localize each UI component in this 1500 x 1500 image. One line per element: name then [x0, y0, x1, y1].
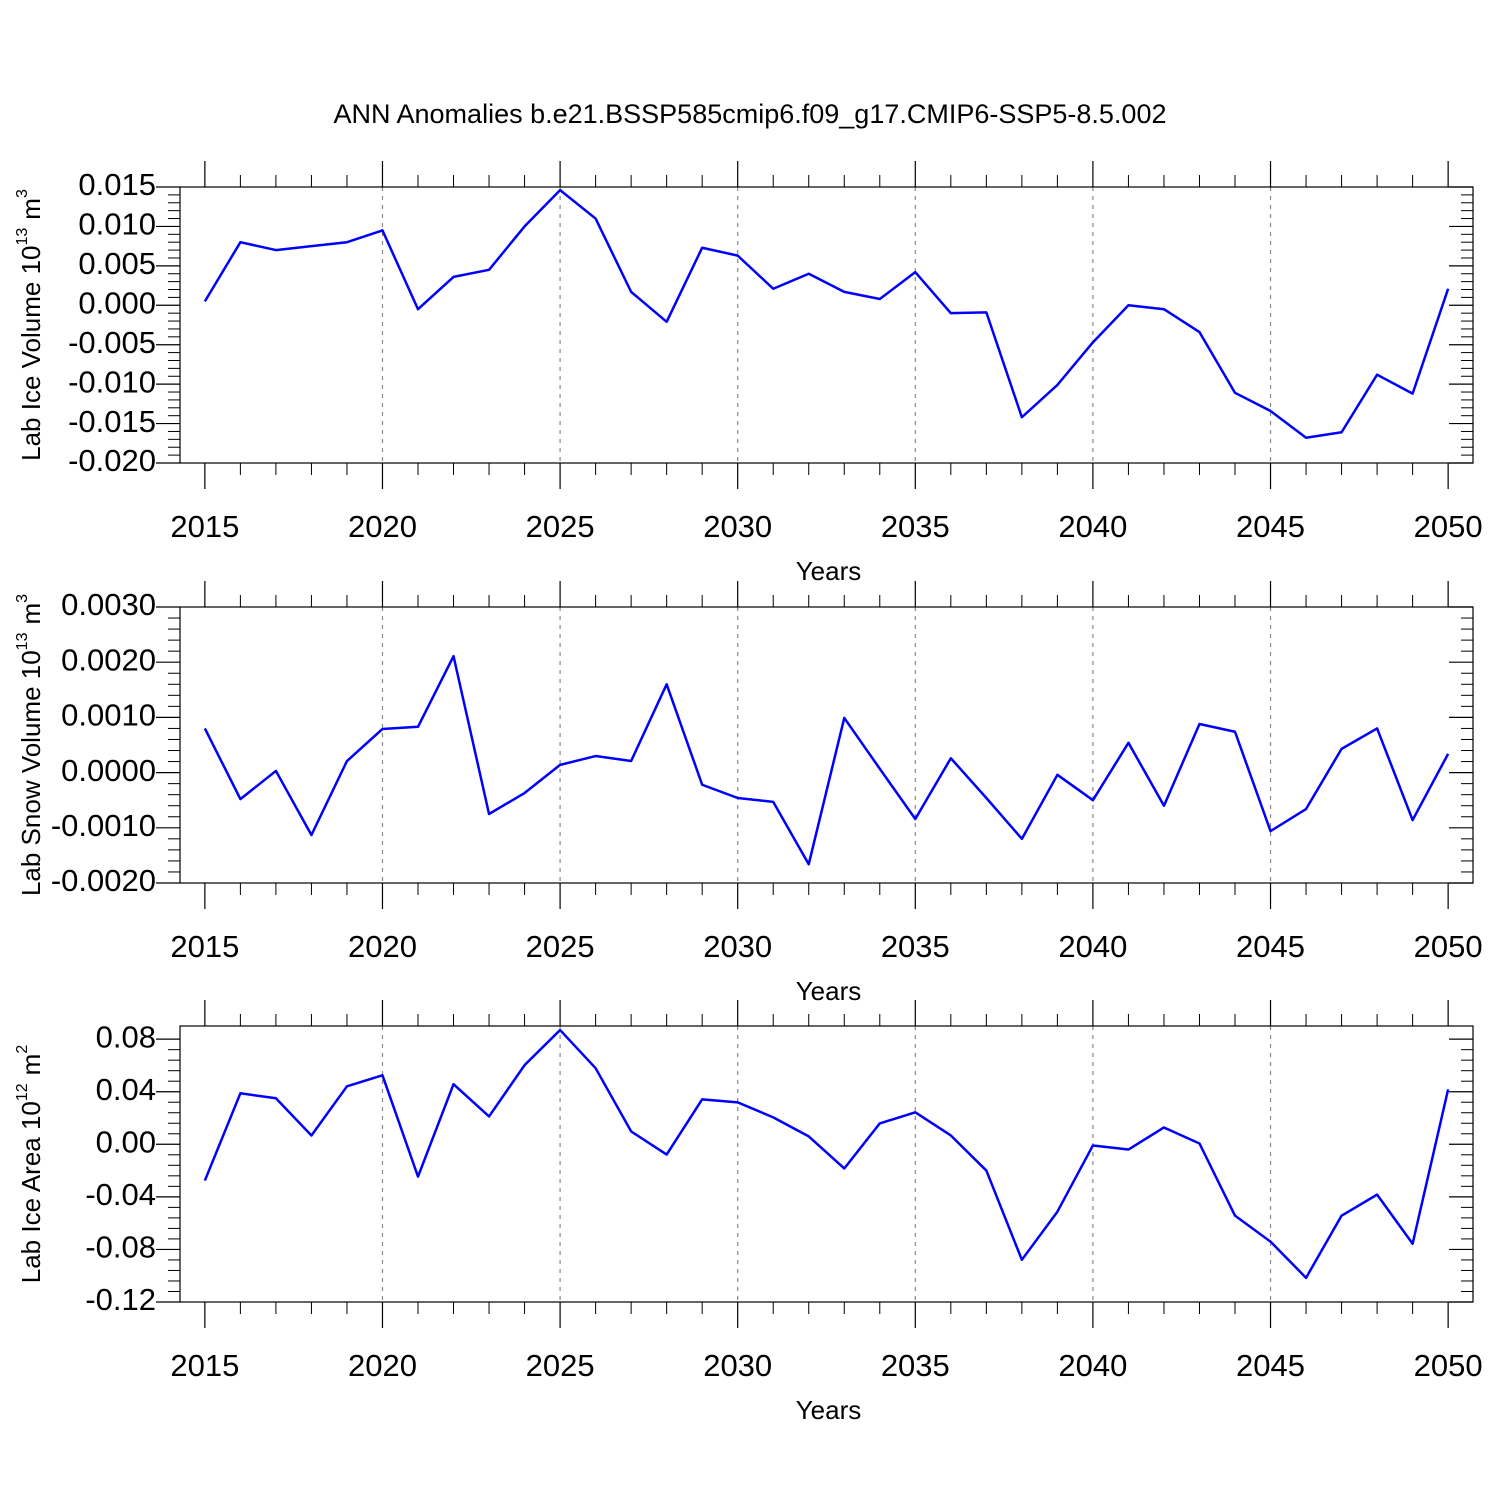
y-tick-label: -0.12 — [85, 1282, 156, 1317]
y-axis-label: Lab Ice Volume 1013 m3 — [14, 189, 46, 461]
x-axis-label: Years — [796, 976, 862, 1006]
x-tick-label: 2040 — [1058, 929, 1127, 964]
y-axis-label-part: 3 — [14, 594, 31, 603]
x-tick-label: 2040 — [1058, 509, 1127, 544]
y-tick-label: 0.000 — [78, 285, 156, 320]
x-tick-label: 2040 — [1058, 1348, 1127, 1383]
figure-title: ANN Anomalies b.e21.BSSP585cmip6.f09_g17… — [334, 99, 1167, 129]
x-tick-label: 2035 — [881, 509, 950, 544]
x-axis-label: Years — [796, 556, 862, 586]
y-tick-label: 0.00 — [96, 1124, 156, 1159]
x-tick-label: 2015 — [170, 509, 239, 544]
y-tick-label: 0.015 — [78, 167, 156, 202]
y-tick-label: 0.08 — [96, 1019, 156, 1054]
y-tick-label: -0.08 — [85, 1230, 156, 1265]
y-axis-label-part: Lab Ice Area 10 — [16, 1101, 46, 1283]
x-tick-label: 2025 — [526, 509, 595, 544]
y-tick-label: -0.015 — [68, 404, 156, 439]
y-tick-label: 0.04 — [96, 1072, 156, 1107]
plot-frame — [179, 186, 1474, 464]
y-axis-label: Lab Ice Area 1012 m2 — [14, 1045, 46, 1284]
y-axis-label-part: Lab Snow Volume 10 — [16, 650, 46, 896]
x-tick-label: 2035 — [881, 929, 950, 964]
y-axis-label-part: 2 — [14, 1045, 31, 1054]
x-tick-label: 2020 — [348, 929, 417, 964]
x-tick-label: 2025 — [526, 1348, 595, 1383]
data-line — [203, 188, 1450, 440]
plot-frame — [179, 606, 1474, 884]
x-tick-label: 2045 — [1236, 509, 1305, 544]
y-axis-label-part: 13 — [14, 228, 31, 246]
y-tick-label: -0.04 — [85, 1177, 156, 1212]
y-axis-label-part: m — [16, 1054, 46, 1076]
data-line — [203, 654, 1450, 866]
x-tick-label: 2045 — [1236, 929, 1305, 964]
x-axis-label: Years — [796, 1395, 862, 1425]
y-axis-label-part: m — [16, 603, 46, 625]
y-axis-label: Lab Snow Volume 1013 m3 — [14, 594, 46, 896]
x-tick-label: 2050 — [1414, 509, 1483, 544]
data-line — [203, 1028, 1450, 1280]
y-tick-label: 0.0010 — [61, 698, 156, 733]
x-tick-label: 2050 — [1414, 929, 1483, 964]
y-tick-label: -0.010 — [68, 364, 156, 399]
y-tick-label: 0.010 — [78, 207, 156, 242]
y-tick-label: -0.020 — [68, 443, 156, 478]
x-tick-label: 2030 — [703, 509, 772, 544]
x-tick-label: 2035 — [881, 1348, 950, 1383]
y-tick-label: 0.005 — [78, 246, 156, 281]
x-tick-label: 2015 — [170, 1348, 239, 1383]
x-tick-label: 2025 — [526, 929, 595, 964]
y-tick-label: 0.0020 — [61, 642, 156, 677]
y-tick-label: -0.005 — [68, 325, 156, 360]
y-axis-label-part: 13 — [14, 632, 31, 650]
y-axis-label-part: 12 — [14, 1083, 31, 1101]
y-axis-label-part: Lab Ice Volume 10 — [16, 245, 46, 460]
x-tick-label: 2030 — [703, 929, 772, 964]
x-tick-label: 2020 — [348, 509, 417, 544]
y-axis-label-part: 3 — [14, 189, 31, 198]
x-tick-label: 2050 — [1414, 1348, 1483, 1383]
y-tick-label: -0.0020 — [51, 863, 156, 898]
plot-frame — [179, 1025, 1474, 1303]
y-tick-label: 0.0000 — [61, 753, 156, 788]
y-tick-label: -0.0010 — [51, 808, 156, 843]
x-tick-label: 2015 — [170, 929, 239, 964]
x-tick-label: 2030 — [703, 1348, 772, 1383]
x-tick-label: 2020 — [348, 1348, 417, 1383]
y-axis-label-part: m — [16, 198, 46, 220]
y-tick-label: 0.0030 — [61, 587, 156, 622]
x-tick-label: 2045 — [1236, 1348, 1305, 1383]
